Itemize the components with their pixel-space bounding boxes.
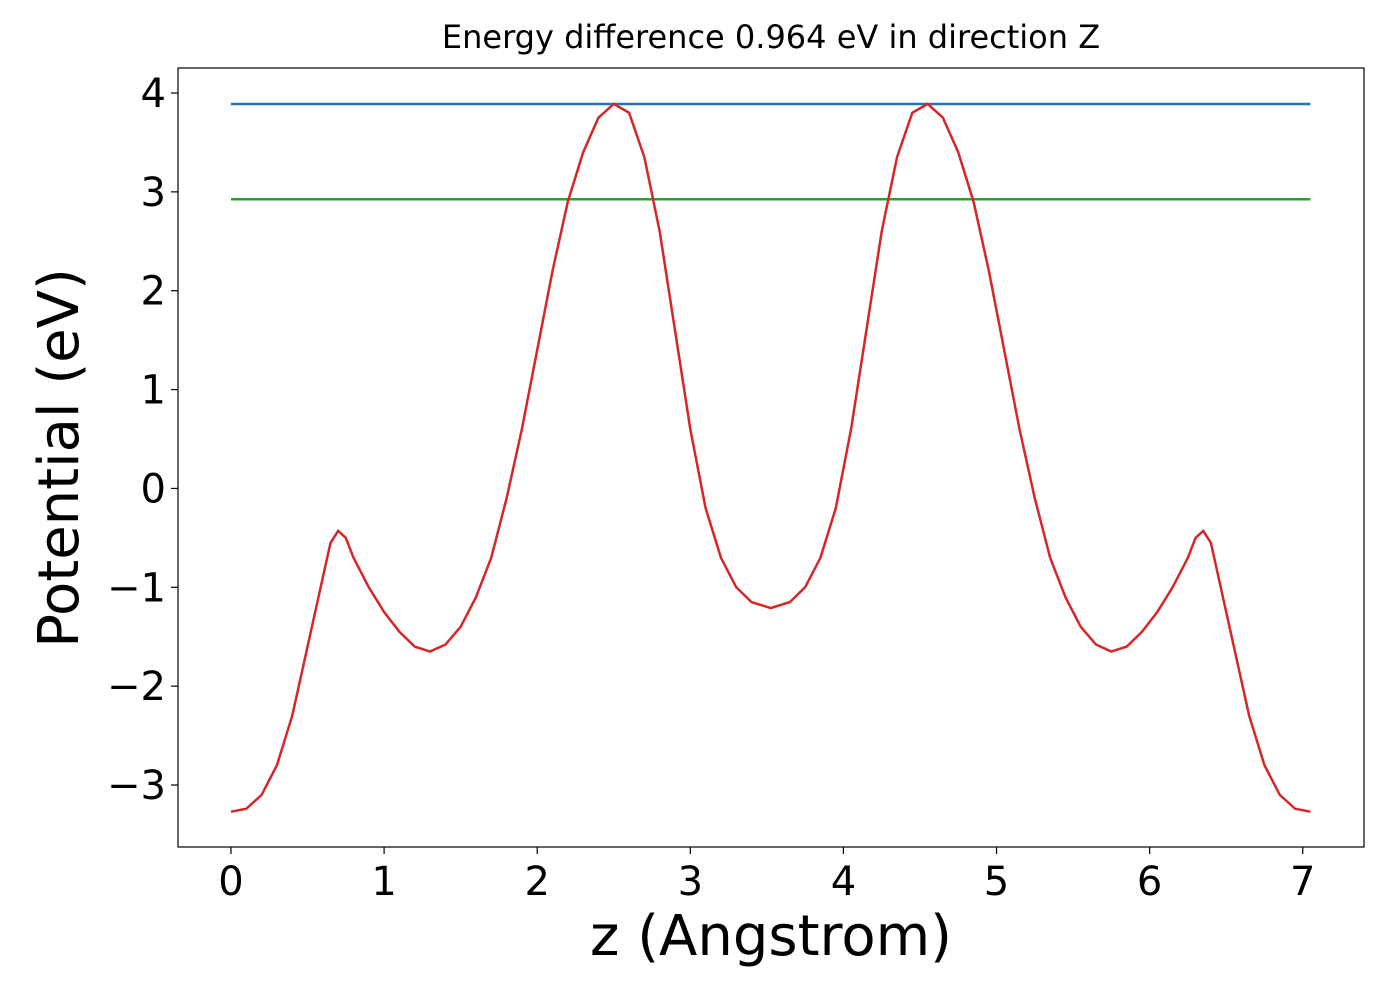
x-tick-label: 0: [218, 859, 243, 905]
y-tick-label: 4: [141, 71, 166, 117]
x-axis-label: z (Angstrom): [590, 904, 952, 969]
x-tick-label: 3: [678, 859, 703, 905]
y-tick-label: 2: [141, 269, 166, 315]
y-tick-label: −1: [107, 565, 166, 611]
y-axis-label: Potential (eV): [27, 268, 92, 648]
y-tick-label: −3: [107, 763, 166, 809]
y-tick-label: 3: [141, 170, 166, 216]
data-line: [230, 102, 1311, 813]
x-tick-label: 1: [371, 859, 396, 905]
y-tick-label: 1: [141, 368, 166, 414]
x-tick-label: 2: [524, 859, 549, 905]
y-tick-label: −2: [107, 664, 166, 710]
x-tick-label: 5: [984, 859, 1009, 905]
y-tick-label: 0: [141, 466, 166, 512]
chart-title: Energy difference 0.964 eV in direction …: [442, 18, 1100, 56]
x-tick-label: 6: [1137, 859, 1162, 905]
x-tick-label: 7: [1290, 859, 1315, 905]
plot-frame: [177, 67, 1365, 848]
x-tick-label: 4: [831, 859, 856, 905]
